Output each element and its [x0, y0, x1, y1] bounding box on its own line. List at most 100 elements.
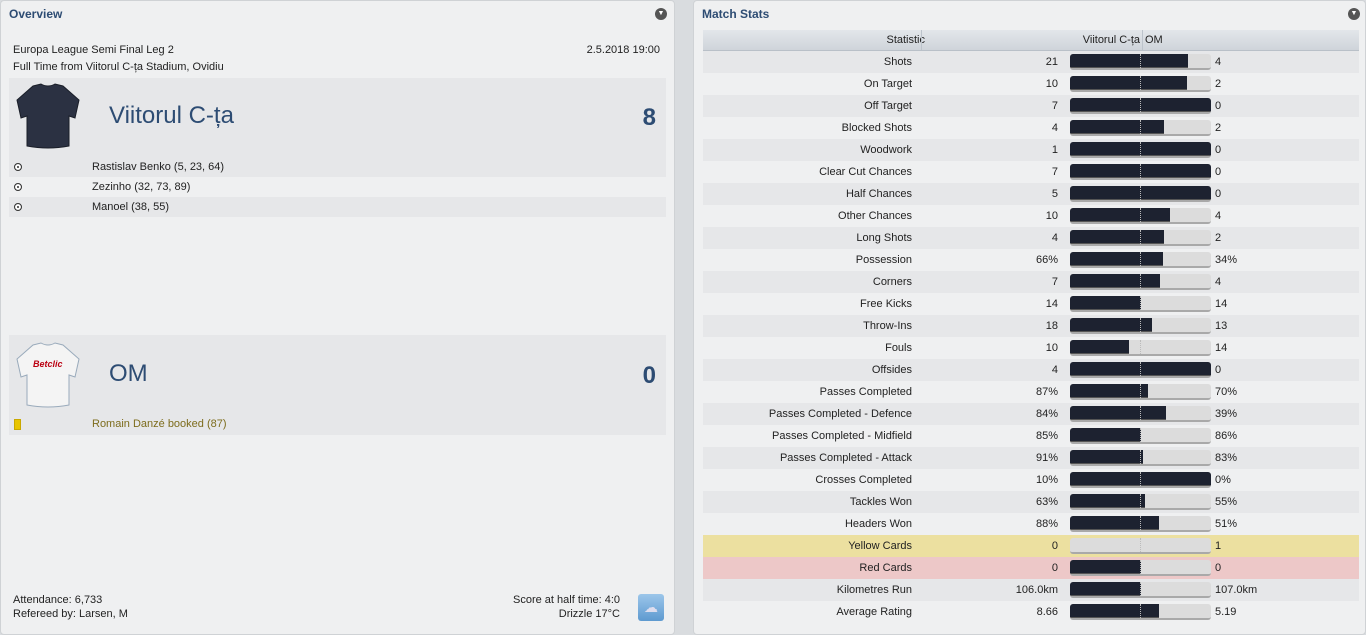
weather: Drizzle 17°C [558, 608, 620, 620]
bar-midline [1140, 98, 1141, 112]
event-text[interactable]: Romain Danzé booked (87) [92, 418, 227, 430]
stat-label: Woodwork [860, 144, 912, 156]
home-share-fill [1070, 54, 1189, 68]
stat-label: Passes Completed [819, 386, 912, 398]
away-value: 34% [1215, 254, 1238, 266]
event-text[interactable]: Rastislav Benko (5, 23, 64) [92, 161, 225, 173]
away-shirt-icon: Betclic [16, 342, 80, 408]
stats-header: Statistic Viitorul C-ța OM [703, 30, 1359, 51]
collapse-icon[interactable]: ▼ [655, 8, 667, 20]
away-value: 5.19 [1215, 606, 1237, 618]
comparison-bar [1070, 472, 1211, 488]
comparison-bar [1070, 340, 1211, 356]
bar-midline [1140, 384, 1141, 398]
away-team-box: Betclic OM 0 Romain Danzé booked (87) [9, 335, 666, 435]
bar-midline [1140, 296, 1141, 310]
away-value: 4 [1215, 276, 1222, 288]
match-stats-title: Match Stats [702, 7, 770, 21]
stat-label: Red Cards [859, 562, 912, 574]
away-value: 0 [1215, 166, 1222, 178]
comparison-bar [1070, 164, 1211, 180]
overview-title: Overview [9, 7, 63, 21]
comparison-bar [1070, 186, 1211, 202]
stat-label: Off Target [864, 100, 912, 112]
stat-label: Passes Completed - Attack [779, 452, 912, 464]
stat-row: Woodwork 1 0 [703, 139, 1359, 161]
stat-row: Passes Completed - Attack 91% 83% [703, 447, 1359, 469]
away-team-name[interactable]: OM [109, 360, 148, 387]
match-stats-panel: Match Stats ▼ Statistic Viitorul C-ța OM… [693, 0, 1366, 635]
bar-midline [1140, 604, 1141, 618]
overview-panel: Overview ▼ Europa League Semi Final Leg … [0, 0, 675, 635]
stat-label: Long Shots [856, 232, 912, 244]
ball-icon [14, 183, 22, 191]
stat-row: On Target 10 2 [703, 73, 1359, 95]
stat-label: Half Chances [845, 188, 912, 200]
stat-row: Fouls 10 14 [703, 337, 1359, 359]
away-value: 86% [1215, 430, 1238, 442]
away-value: 0 [1215, 144, 1222, 156]
ball-icon [14, 203, 22, 211]
away-value: 39% [1215, 408, 1238, 420]
home-value: 106.0km [1015, 584, 1058, 596]
header-away[interactable]: OM [1145, 34, 1163, 46]
shirt-sponsor: Betclic [33, 359, 63, 369]
home-value: 21 [1045, 56, 1058, 68]
event-text[interactable]: Manoel (38, 55) [92, 201, 170, 213]
home-share-fill [1070, 450, 1144, 464]
header-home[interactable]: Viitorul C-ța [1082, 34, 1140, 46]
away-value: 0 [1215, 562, 1222, 574]
comparison-bar [1070, 384, 1211, 400]
stat-row: Shots 21 4 [703, 51, 1359, 73]
stat-label: Corners [872, 276, 912, 288]
stat-label: Other Chances [838, 210, 912, 222]
stat-row: Other Chances 10 4 [703, 205, 1359, 227]
comparison-bar [1070, 230, 1211, 246]
home-share-fill [1070, 604, 1159, 618]
stat-label: Free Kicks [860, 298, 912, 310]
home-share-fill [1070, 560, 1141, 574]
header-statistic[interactable]: Statistic [886, 34, 925, 46]
bar-midline [1140, 54, 1141, 68]
comparison-bar [1070, 208, 1211, 224]
stat-row: Passes Completed - Defence 84% 39% [703, 403, 1359, 425]
home-value: 14 [1045, 298, 1058, 310]
stat-label: Crosses Completed [815, 474, 912, 486]
half-time-score: Score at half time: 4:0 [513, 594, 620, 606]
stat-label: Fouls [885, 342, 912, 354]
home-value: 66% [1035, 254, 1058, 266]
bar-midline [1140, 76, 1141, 90]
bar-midline [1140, 516, 1141, 530]
collapse-icon[interactable]: ▼ [1348, 8, 1360, 20]
comparison-bar [1070, 252, 1211, 268]
bar-midline [1140, 186, 1141, 200]
home-value: 8.66 [1036, 606, 1058, 618]
away-value: 83% [1215, 452, 1238, 464]
bar-midline [1140, 340, 1141, 354]
home-value: 4 [1051, 364, 1058, 376]
home-value: 91% [1035, 452, 1058, 464]
stat-label: On Target [863, 78, 912, 90]
comparison-bar [1070, 142, 1211, 158]
home-value: 84% [1035, 408, 1058, 420]
stat-row: Headers Won 88% 51% [703, 513, 1359, 535]
home-share-fill [1070, 494, 1145, 508]
stat-row: Long Shots 4 2 [703, 227, 1359, 249]
home-value: 1 [1051, 144, 1058, 156]
stat-row: Passes Completed 87% 70% [703, 381, 1359, 403]
stat-row: Yellow Cards 0 1 [703, 535, 1359, 557]
home-team-name[interactable]: Viitorul C-ța [109, 102, 234, 129]
away-value: 0 [1215, 188, 1222, 200]
comparison-bar [1070, 538, 1211, 554]
away-value: 107.0km [1215, 584, 1258, 596]
home-share-fill [1070, 274, 1161, 288]
home-value: 4 [1051, 232, 1058, 244]
bar-midline [1140, 406, 1141, 420]
event-text[interactable]: Zezinho (32, 73, 89) [92, 181, 191, 193]
comparison-bar [1070, 560, 1211, 576]
home-team-box: Viitorul C-ța 8 Rastislav Benko (5, 23, … [9, 78, 666, 217]
comparison-bar [1070, 76, 1211, 92]
stat-label: Throw-Ins [863, 320, 912, 332]
away-value: 1 [1215, 540, 1222, 552]
bar-midline [1140, 208, 1141, 222]
